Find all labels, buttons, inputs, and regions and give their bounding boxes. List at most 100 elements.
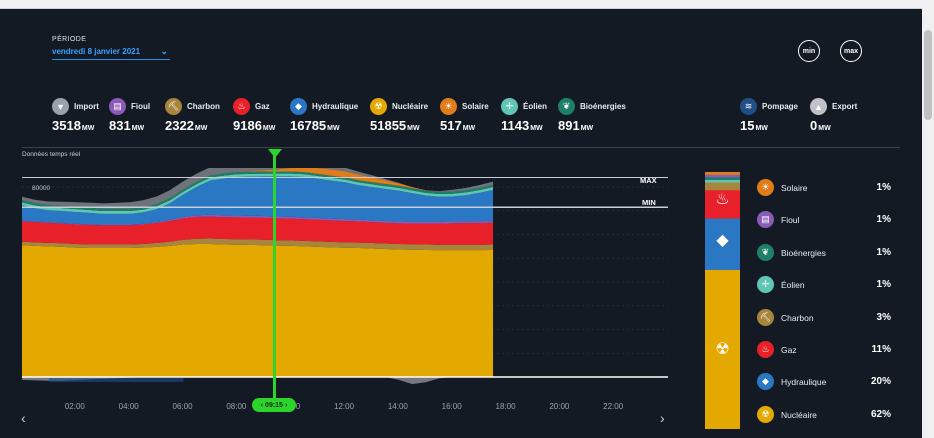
flame-icon: ♨ xyxy=(715,189,729,208)
time-cursor-line[interactable] xyxy=(273,156,276,400)
legend-name: Solaire xyxy=(462,102,489,111)
share-segment-Solaire xyxy=(705,172,740,175)
legend-value-number: 16785 xyxy=(290,118,327,133)
share-percent: 1% xyxy=(876,279,891,291)
area-series-0 xyxy=(22,244,494,377)
production-area-chart[interactable]: 1000020000300004000050000600007000080000 xyxy=(22,168,668,388)
y-tick-label: 80000 xyxy=(32,185,50,192)
share-name: Solaire xyxy=(781,183,808,193)
page-scrollbar[interactable] xyxy=(922,8,934,438)
legend-unit: MW xyxy=(407,125,420,132)
share-name: Éolien xyxy=(781,280,805,291)
area-series-1 xyxy=(22,238,494,251)
share-segment-Nucléaire xyxy=(705,269,740,429)
legend-value-number: 831 xyxy=(109,118,131,133)
x-tick-label: 20:00 xyxy=(549,402,570,411)
min-button[interactable]: min xyxy=(798,40,820,62)
x-tick-label: 08:00 xyxy=(226,402,247,411)
share-name: Hydraulique xyxy=(781,377,827,388)
flame-icon: ♨ xyxy=(233,98,250,115)
coal-icon: ⛏ xyxy=(165,98,182,115)
legend-name: Charbon xyxy=(187,102,220,111)
time-cursor-handle[interactable]: ‹ 09:15 › xyxy=(252,398,296,412)
max-line-label: MAX xyxy=(640,176,657,185)
legend-unit: MW xyxy=(327,125,340,132)
legend-value: 51855MW xyxy=(370,118,420,133)
legend-unit: MW xyxy=(462,125,476,132)
x-tick-label: 14:00 xyxy=(387,402,408,411)
period-date-select[interactable]: vendredi 8 janvier 2021 ⌄ xyxy=(52,46,170,60)
oil-barrel-icon: ▤ xyxy=(757,211,774,229)
wind-turbine-icon: ✢ xyxy=(501,98,518,115)
legend-value-number: 51855 xyxy=(370,118,407,133)
legend-name: Éolien xyxy=(523,102,548,111)
realtime-label: Données temps réel xyxy=(22,151,81,158)
wind-turbine-icon: ✢ xyxy=(757,276,774,294)
legend-unit: MW xyxy=(194,125,208,132)
legend-unit: MW xyxy=(818,125,831,132)
legend-value-number: 2322 xyxy=(165,118,194,133)
nuclear-plant-icon: ☢ xyxy=(757,405,774,423)
share-percent: 20% xyxy=(870,376,891,388)
nuclear-plant-icon: ☢ xyxy=(370,98,387,115)
water-drop-icon: ◆ xyxy=(757,373,774,391)
legend-value-number: 3518 xyxy=(52,118,81,133)
share-segment-Éolien xyxy=(705,179,740,183)
share-segment-Gaz xyxy=(705,189,740,219)
legend-name: Bioénergies xyxy=(580,102,626,111)
legend-name: Fioul xyxy=(131,102,151,111)
x-tick-label: 18:00 xyxy=(495,402,516,411)
share-name: Charbon xyxy=(781,312,814,323)
legend-name: Gaz xyxy=(255,102,270,111)
browser-toolbar-strip xyxy=(0,0,934,9)
chevron-down-icon: ⌄ xyxy=(160,46,168,56)
max-button[interactable]: max xyxy=(840,40,862,62)
share-segment-Bioénergies xyxy=(705,177,740,181)
share-row: ☢ Nucléaire 62% xyxy=(757,405,897,424)
sun-icon: ☀ xyxy=(757,179,774,196)
x-tick-label: 16:00 xyxy=(441,402,462,411)
share-segment-Hydraulique xyxy=(705,218,740,270)
legend-unit: MW xyxy=(81,125,95,132)
legend-name: Pompage xyxy=(762,102,799,111)
share-segment-Charbon xyxy=(705,182,740,191)
share-percent: 1% xyxy=(876,246,891,258)
share-name: Fioul xyxy=(781,215,800,226)
legend-value-number: 0 xyxy=(810,118,818,133)
divider xyxy=(22,147,900,148)
share-row: ☀ Solaire 1% xyxy=(757,179,897,197)
x-tick-label: 12:00 xyxy=(334,402,355,411)
legend-unit: MW xyxy=(530,125,543,132)
sun-icon: ☀ xyxy=(440,98,457,115)
legend-name: Nucléaire xyxy=(392,102,429,111)
legend-value: 16785MW xyxy=(290,118,340,133)
legend-value: 0MW xyxy=(810,118,831,133)
min-line-label: MIN xyxy=(642,198,656,207)
scrollbar-thumb[interactable] xyxy=(924,30,932,120)
legend-value-number: 1143 xyxy=(501,118,530,133)
x-tick-label: 22:00 xyxy=(603,402,624,411)
share-percent: 1% xyxy=(876,214,891,226)
previous-day-arrow-icon[interactable]: ‹ xyxy=(21,410,26,426)
legend-value-number: 9186 xyxy=(233,118,262,133)
legend-name: Export xyxy=(832,102,858,111)
share-row: ⛏ Charbon 3% xyxy=(757,308,897,327)
x-tick-label: 04:00 xyxy=(118,402,139,411)
time-cursor-head-icon[interactable] xyxy=(268,149,282,158)
legend-value-number: 891 xyxy=(558,118,580,133)
share-row: ✢ Éolien 1% xyxy=(757,276,897,294)
share-row: ♨ Gaz 11% xyxy=(757,341,897,359)
oil-barrel-icon: ▤ xyxy=(109,98,126,115)
legend-value: 1143MW xyxy=(501,118,543,133)
coal-icon: ⛏ xyxy=(757,308,774,326)
next-day-arrow-icon[interactable]: › xyxy=(660,410,665,426)
legend-unit: MW xyxy=(755,125,768,132)
period-date-value: vendredi 8 janvier 2021 xyxy=(52,47,141,56)
area-series-8 xyxy=(22,168,494,209)
area-series-2 xyxy=(22,216,494,245)
legend-value-number: 15 xyxy=(740,118,755,133)
legend-value: 891MW xyxy=(558,118,593,133)
share-percent: 11% xyxy=(871,344,891,355)
legend-unit: MW xyxy=(131,125,145,132)
water-drop-icon: ◆ xyxy=(290,98,307,115)
